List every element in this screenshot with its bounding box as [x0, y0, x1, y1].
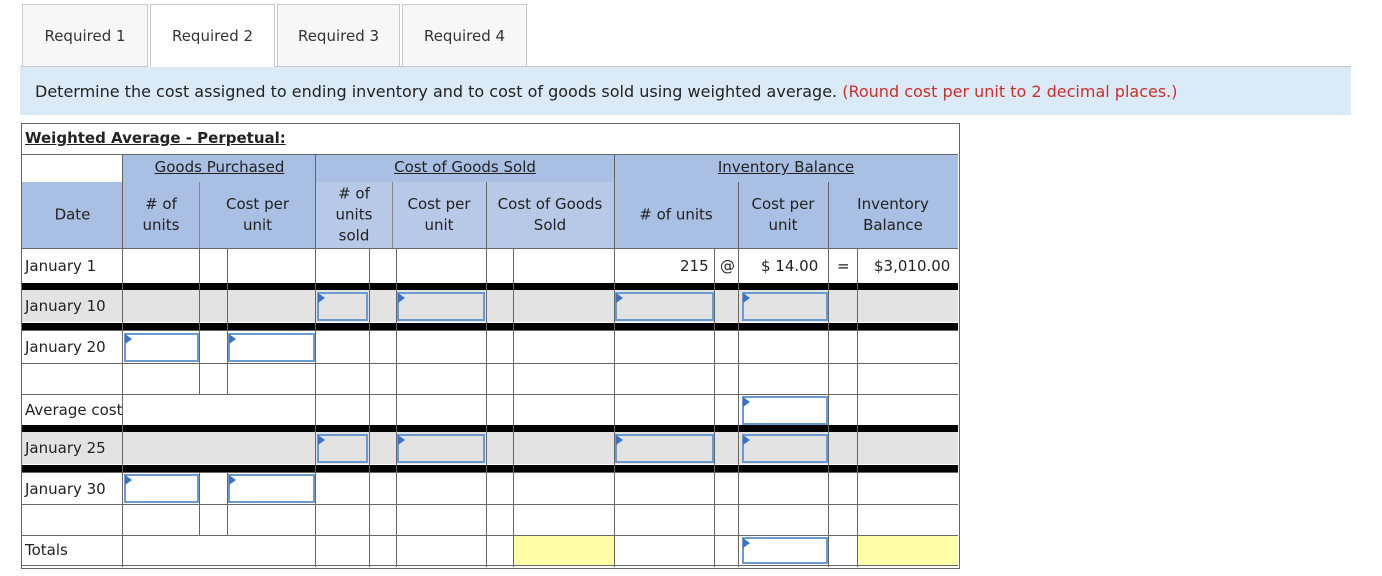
col-inventory-units: # of units [614, 182, 738, 248]
worksheet-border [21, 123, 960, 569]
grid-line [614, 154, 615, 567]
jan25-inventory-units-input[interactable] [615, 434, 714, 463]
grid-line [227, 248, 228, 395]
col-cogs: Cost of Goods Sold [486, 182, 614, 248]
total-balance-cell [858, 536, 958, 565]
instruction-text: Determine the cost assigned to ending in… [35, 82, 838, 101]
tab-required-4[interactable]: Required 4 [402, 4, 527, 67]
header-inventory-balance: Inventory Balance [614, 154, 958, 182]
grid-line [396, 248, 397, 567]
tab-bar: Required 1 Required 2 Required 3 Require… [22, 4, 529, 68]
grid-line [199, 182, 200, 248]
tab-divider [20, 66, 148, 67]
grid-line [857, 248, 858, 567]
jan10-inventory-cost-input[interactable] [742, 292, 828, 321]
sheet-title: Weighted Average - Perpetual: [25, 129, 286, 147]
grid-line [21, 248, 958, 249]
total-cogs-cell [514, 536, 614, 565]
jan1-units: 215 [680, 257, 709, 275]
jan30-purchased-units-input[interactable] [124, 474, 199, 503]
row-label-average-cost: Average cost [25, 401, 123, 419]
col-purchased-cost: Cost per unit [199, 182, 316, 248]
jan25-units-sold-input[interactable] [317, 434, 368, 463]
grid-line [392, 182, 393, 248]
col-sold-cost: Cost per unit [392, 182, 486, 248]
row-separator [22, 425, 958, 432]
worksheet: Goods Purchased Cost of Goods Sold Inven… [21, 123, 960, 569]
jan25-sold-cost-input[interactable] [397, 434, 485, 463]
jan30-purchased-cost-input[interactable] [228, 474, 315, 503]
grid-line [315, 154, 316, 567]
header-goods-purchased: Goods Purchased [123, 154, 316, 182]
jan20-purchased-cost-input[interactable] [228, 333, 315, 362]
tab-required-2[interactable]: Required 2 [150, 4, 275, 68]
row-separator [22, 323, 958, 330]
grid-line [513, 248, 514, 567]
jan1-cost: $ 14.00 [761, 257, 819, 275]
grid-line [21, 565, 958, 566]
grid-line [227, 472, 228, 536]
grid-line [21, 330, 958, 331]
grid-line [738, 182, 739, 567]
col-purchased-units: # of units [123, 182, 199, 248]
col-units-sold: # of units sold [316, 182, 392, 248]
row-label-jan10: January 10 [25, 297, 106, 315]
jan10-inventory-units-input[interactable] [615, 292, 714, 321]
tab-divider [274, 66, 1351, 67]
tab-required-3[interactable]: Required 3 [277, 4, 400, 67]
jan20-purchased-units-input[interactable] [124, 333, 199, 362]
grid-line [486, 182, 487, 567]
col-date: Date [22, 182, 123, 248]
grid-line [21, 504, 958, 505]
jan10-units-sold-input[interactable] [317, 292, 368, 321]
row-label-jan1: January 1 [25, 257, 97, 275]
jan25-inventory-cost-input[interactable] [742, 434, 828, 463]
grid-line [714, 248, 715, 567]
grid-line [21, 535, 958, 536]
totals-inventory-cost-input[interactable] [742, 537, 828, 564]
average-cost-input[interactable] [742, 396, 828, 425]
jan1-balance: $3,010.00 [874, 257, 951, 275]
row-separator [22, 465, 958, 472]
jan10-sold-cost-input[interactable] [397, 292, 485, 321]
grid-line [199, 472, 200, 536]
grid-line [21, 154, 958, 155]
instruction-banner: Determine the cost assigned to ending in… [20, 67, 1351, 115]
grid-line [21, 394, 958, 395]
grid-line [369, 248, 370, 567]
tab-required-1[interactable]: Required 1 [22, 4, 148, 67]
grid-line [828, 182, 829, 567]
grid-line [122, 154, 123, 567]
header-spacer [22, 154, 123, 182]
row-label-totals: Totals [25, 541, 68, 559]
row-separator [22, 283, 958, 290]
row-label-jan25: January 25 [25, 439, 106, 457]
rounding-note: (Round cost per unit to 2 decimal places… [842, 82, 1178, 101]
col-inventory-balance: Inventory Balance [828, 182, 958, 248]
grid-line [199, 248, 200, 395]
jan1-equals: = [837, 257, 850, 275]
row-label-jan30: January 30 [25, 480, 106, 498]
jan1-at-sign: @ [720, 257, 735, 275]
grid-line [21, 472, 958, 473]
row-label-jan20: January 20 [25, 338, 106, 356]
header-cost-of-goods-sold: Cost of Goods Sold [316, 154, 614, 182]
grid-line [21, 363, 958, 364]
col-inventory-cost: Cost per unit [738, 182, 828, 248]
